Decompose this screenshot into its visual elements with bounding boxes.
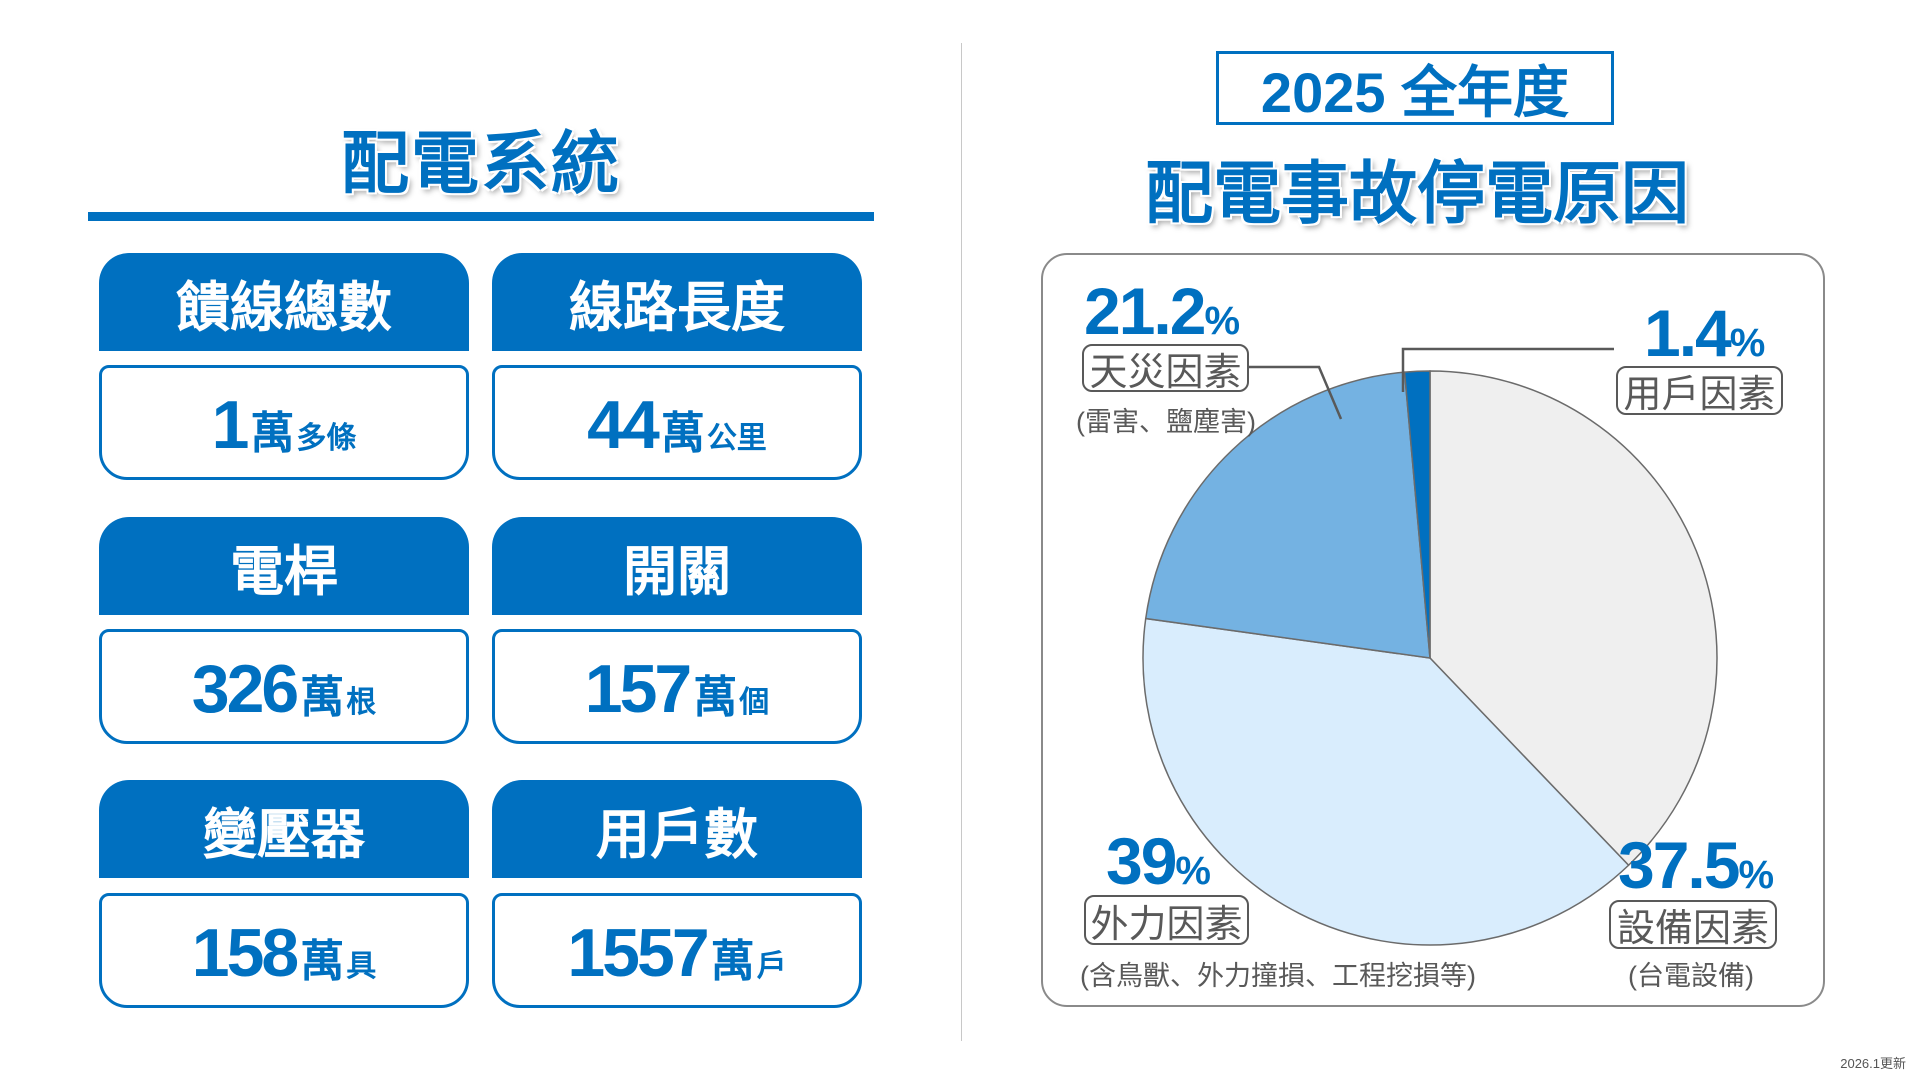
card-value-wan: 萬: [693, 673, 738, 722]
card-value-unit: 個: [739, 686, 770, 719]
pie-slice-2: [1144, 371, 1431, 659]
card-value-num: 1557: [567, 915, 709, 991]
card-value-num: 326: [191, 651, 299, 727]
card-value: 158 萬具: [99, 893, 469, 1008]
card-value-unit: 公里: [706, 422, 767, 455]
leader-line-nature: [1249, 365, 1343, 420]
card-value-wan: 萬: [250, 409, 295, 458]
pct-equipment: 37.5%: [1618, 828, 1775, 902]
card-label: 電桿: [99, 517, 469, 615]
pie-slice-1: [1142, 617, 1630, 946]
label-equipment: 設備因素: [1609, 900, 1777, 950]
card-value: 157 萬個: [492, 629, 862, 744]
pct-nature: 21.2%: [1084, 274, 1241, 348]
label-external: 外力因素: [1084, 895, 1249, 946]
card-value-num: 158: [191, 915, 299, 991]
pie-slice-0: [1429, 370, 1718, 867]
card-value-wan: 萬: [300, 937, 345, 986]
card-value-unit: 根: [346, 686, 377, 719]
year-title: 2025 全年度: [1216, 51, 1614, 125]
leader-line-customer: [1401, 347, 1614, 392]
label-nature: 天災因素: [1082, 344, 1249, 394]
card-label: 變壓器: [99, 780, 469, 878]
left-title: 配電系統: [340, 126, 621, 202]
card-value-unit: 多條: [296, 422, 357, 455]
label-customer: 用戶因素: [1616, 366, 1783, 416]
card-value: 326 萬根: [99, 629, 469, 744]
card-label: 饋線總數: [99, 253, 469, 351]
updated-date: 2026.1更新: [1840, 1056, 1906, 1071]
card-value: 1557 萬戶: [492, 893, 862, 1008]
card-value-unit: 戶: [756, 950, 787, 983]
pie-slice-3: [1403, 370, 1431, 659]
card-value-num: 157: [584, 651, 692, 727]
pct-customer: 1.4%: [1644, 296, 1766, 370]
card-label: 用戶數: [492, 780, 862, 878]
card-value: 44 萬公里: [492, 365, 862, 480]
card-value-num: 44: [587, 387, 660, 463]
chart-panel: [1041, 253, 1825, 1007]
card-value-num: 1: [211, 387, 250, 463]
divider: [961, 43, 962, 1041]
card-value-wan: 萬: [300, 673, 345, 722]
card-label: 開關: [492, 517, 862, 615]
card-value: 1 萬多條: [99, 365, 469, 480]
note-equipment: (台電設備): [1628, 961, 1754, 991]
card-value-wan: 萬: [710, 937, 755, 986]
pct-external: 39%: [1106, 824, 1211, 898]
chart-title: 配電事故停電原因: [1144, 156, 1689, 232]
card-value-unit: 具: [346, 950, 377, 983]
card-label: 線路長度: [492, 253, 862, 351]
note-external: (含鳥獸、外力撞損、工程挖損等): [1080, 961, 1476, 991]
note-nature: (雷害、鹽塵害): [1076, 407, 1256, 437]
card-value-wan: 萬: [660, 409, 705, 458]
title-rule: [88, 212, 874, 221]
